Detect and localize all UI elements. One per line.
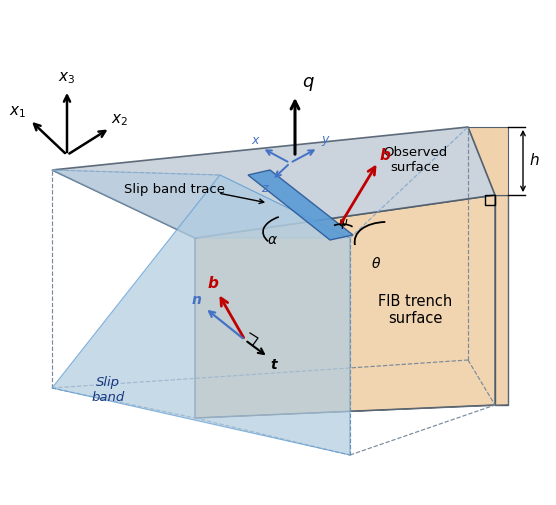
Text: FIB trench
surface: FIB trench surface (378, 294, 452, 326)
Text: $\psi$: $\psi$ (338, 217, 348, 231)
Text: Slip band trace: Slip band trace (125, 183, 226, 196)
Text: $h$: $h$ (529, 152, 539, 168)
Text: $x_2$: $x_2$ (111, 112, 128, 128)
Text: $\boldsymbol{n}$: $\boldsymbol{n}$ (191, 293, 202, 307)
Text: $\boldsymbol{b}$: $\boldsymbol{b}$ (207, 275, 219, 291)
Text: Observed
surface: Observed surface (383, 146, 447, 174)
Polygon shape (468, 127, 508, 195)
Text: $\alpha$: $\alpha$ (266, 233, 277, 247)
Text: Slip
band: Slip band (91, 376, 125, 404)
Polygon shape (52, 175, 350, 455)
Text: $\theta$: $\theta$ (371, 256, 381, 271)
Polygon shape (195, 405, 508, 418)
Polygon shape (52, 170, 350, 238)
Text: $z$: $z$ (261, 181, 270, 194)
Text: $\boldsymbol{t}$: $\boldsymbol{t}$ (270, 358, 280, 372)
Text: $q$: $q$ (301, 75, 314, 93)
Text: $x_3$: $x_3$ (58, 70, 76, 86)
Polygon shape (495, 195, 508, 405)
Text: $x$: $x$ (251, 133, 261, 146)
Text: $\boldsymbol{b}$: $\boldsymbol{b}$ (379, 147, 391, 163)
Polygon shape (248, 170, 353, 240)
Text: $y$: $y$ (321, 134, 331, 148)
Polygon shape (195, 195, 495, 418)
Polygon shape (52, 127, 495, 238)
Text: $x_1$: $x_1$ (9, 104, 27, 120)
